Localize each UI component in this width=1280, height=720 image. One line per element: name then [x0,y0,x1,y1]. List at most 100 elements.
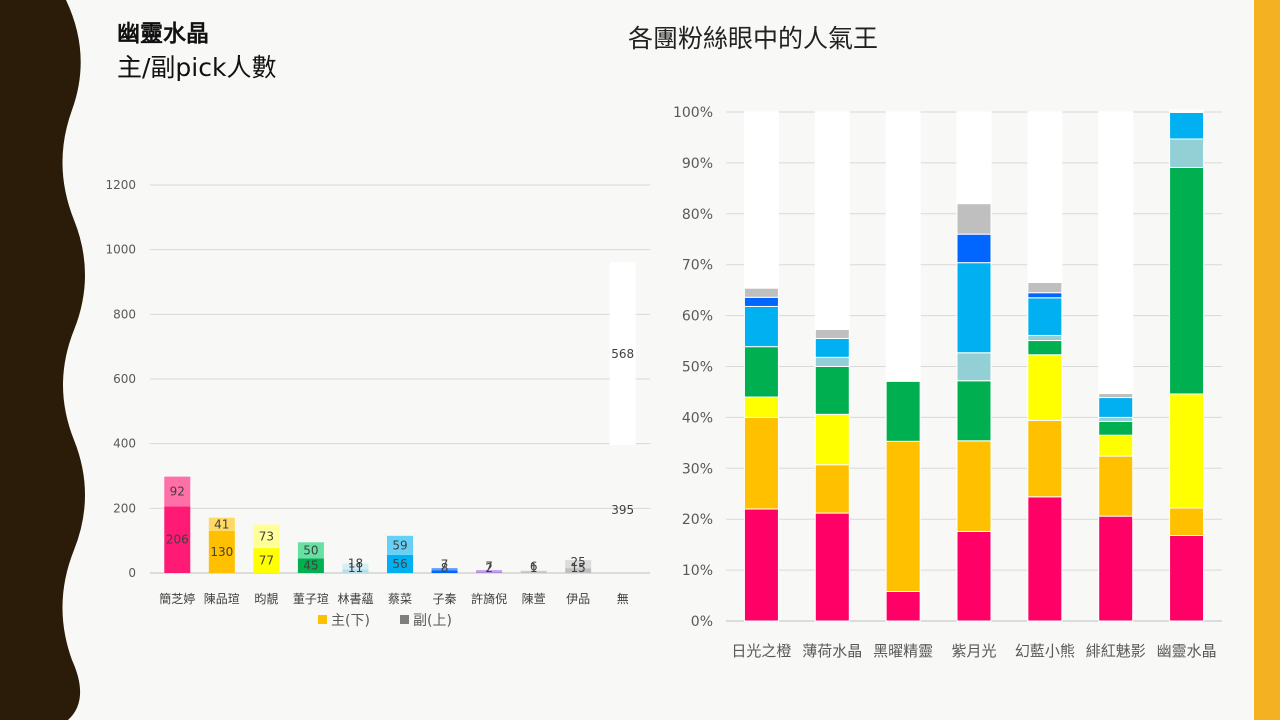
bar-segment [1027,282,1063,294]
y-tick-label: 100% [673,105,713,121]
data-label-main: 395 [611,503,634,517]
bar-segment [1027,354,1063,421]
y-tick-label: 10% [682,563,713,579]
bar-segment [1098,515,1134,622]
bar-segment [1027,340,1063,356]
data-label-main: 2 [485,561,493,575]
bar-segment-secondary [164,476,191,507]
bar-segment [743,396,779,418]
legend-swatch [400,615,409,624]
legend-label: 副(上) [413,613,452,629]
bar-segment [956,530,992,622]
bar-segment [743,416,779,510]
bar-segment-main [431,570,458,573]
x-category-label: 簡芝婷 [159,591,195,606]
bar-segment [956,352,992,382]
data-label-secondary: 7 [485,559,493,573]
data-label-secondary: 50 [303,543,318,557]
bar-segment [1098,416,1134,422]
x-category-label: 薄荷水晶 [802,642,862,660]
bar-segment-secondary [208,517,235,531]
data-label-main: 8 [441,561,449,575]
bar-segment [1169,109,1205,114]
y-tick-label: 0% [691,614,713,630]
data-label-main: 45 [303,559,318,573]
bar-segment [743,305,779,348]
data-label-secondary: 41 [214,517,229,531]
bar-segment-secondary [565,560,592,569]
data-label-main: 11 [348,561,363,575]
data-label-main: 206 [166,533,189,547]
x-category-label: 幻藍小熊 [1015,642,1075,660]
bar-segment-secondary [253,524,280,549]
bar-segment [814,512,850,622]
bar-segment-secondary [297,542,324,559]
x-category-label: 無 [617,591,629,606]
slide-title: 幽靈水晶 [117,21,209,47]
data-label-main: 15 [571,561,586,575]
bar-segment-main [342,569,369,573]
bar-segment [1098,434,1134,457]
bar-segment-secondary [342,563,369,570]
right-chart-title: 各團粉絲眼中的人氣王 [628,24,879,53]
bar-segment [885,111,921,382]
y-tick-label: 0 [128,566,136,580]
data-label-main: 56 [392,557,407,571]
x-category-label: 緋紅魅影 [1086,642,1146,660]
x-category-label: 董子瑄 [293,591,329,606]
bar-segment [1169,393,1205,509]
y-tick-label: 200 [113,501,136,515]
y-tick-label: 600 [113,372,136,386]
data-label-secondary: 92 [170,485,185,499]
y-tick-label: 1200 [105,178,136,192]
bar-segment [1027,297,1063,336]
bar-segment [956,262,992,354]
bar-segment [1098,111,1134,394]
bar-segment [1098,420,1134,436]
bar-segment-secondary [387,535,413,555]
y-tick-label: 30% [682,461,713,477]
bar-segment [956,440,992,532]
y-tick-label: 70% [682,258,713,274]
bar-segment [1098,455,1134,517]
x-category-label: 幽靈水晶 [1157,642,1217,660]
bar-segment [956,233,992,264]
data-label-secondary: 73 [259,529,274,543]
bar-segment-main [253,548,280,573]
data-label-secondary: 59 [392,538,407,552]
bar-segment [1169,166,1205,395]
bar-segment-secondary [520,570,547,573]
data-label-main: 77 [259,554,274,568]
bar-segment [1169,112,1205,140]
data-label-main: 1 [530,561,538,575]
data-label-secondary: 6 [530,560,538,574]
y-tick-label: 400 [113,437,136,451]
x-category-label: 子秦 [433,592,457,606]
y-tick-label: 1000 [105,243,136,257]
bar-segment [1169,534,1205,622]
bar-segment [885,380,921,442]
bar-segment-main [476,572,503,573]
bar-segment [956,380,992,442]
bar-segment-secondary [431,568,458,571]
bar-segment-secondary [609,262,636,445]
bar-segment [743,296,779,307]
bar-segment [814,111,850,330]
bar-segment-main [565,568,592,573]
bar-segment-main [297,558,324,573]
bar-segment [814,464,850,514]
bar-segment [956,203,992,235]
bar-segment [814,366,850,415]
bar-segment [743,508,779,622]
bar-segment [956,111,992,205]
x-category-label: 許旖倪 [471,592,507,606]
bar-segment [743,111,779,289]
bar-segment [814,413,850,466]
x-category-label: 日光之橙 [731,642,791,660]
y-tick-label: 90% [682,156,713,172]
x-category-label: 林書蘊 [337,592,373,606]
x-category-label: 蔡菜 [388,592,412,606]
x-category-label: 陳品瑄 [204,591,240,606]
